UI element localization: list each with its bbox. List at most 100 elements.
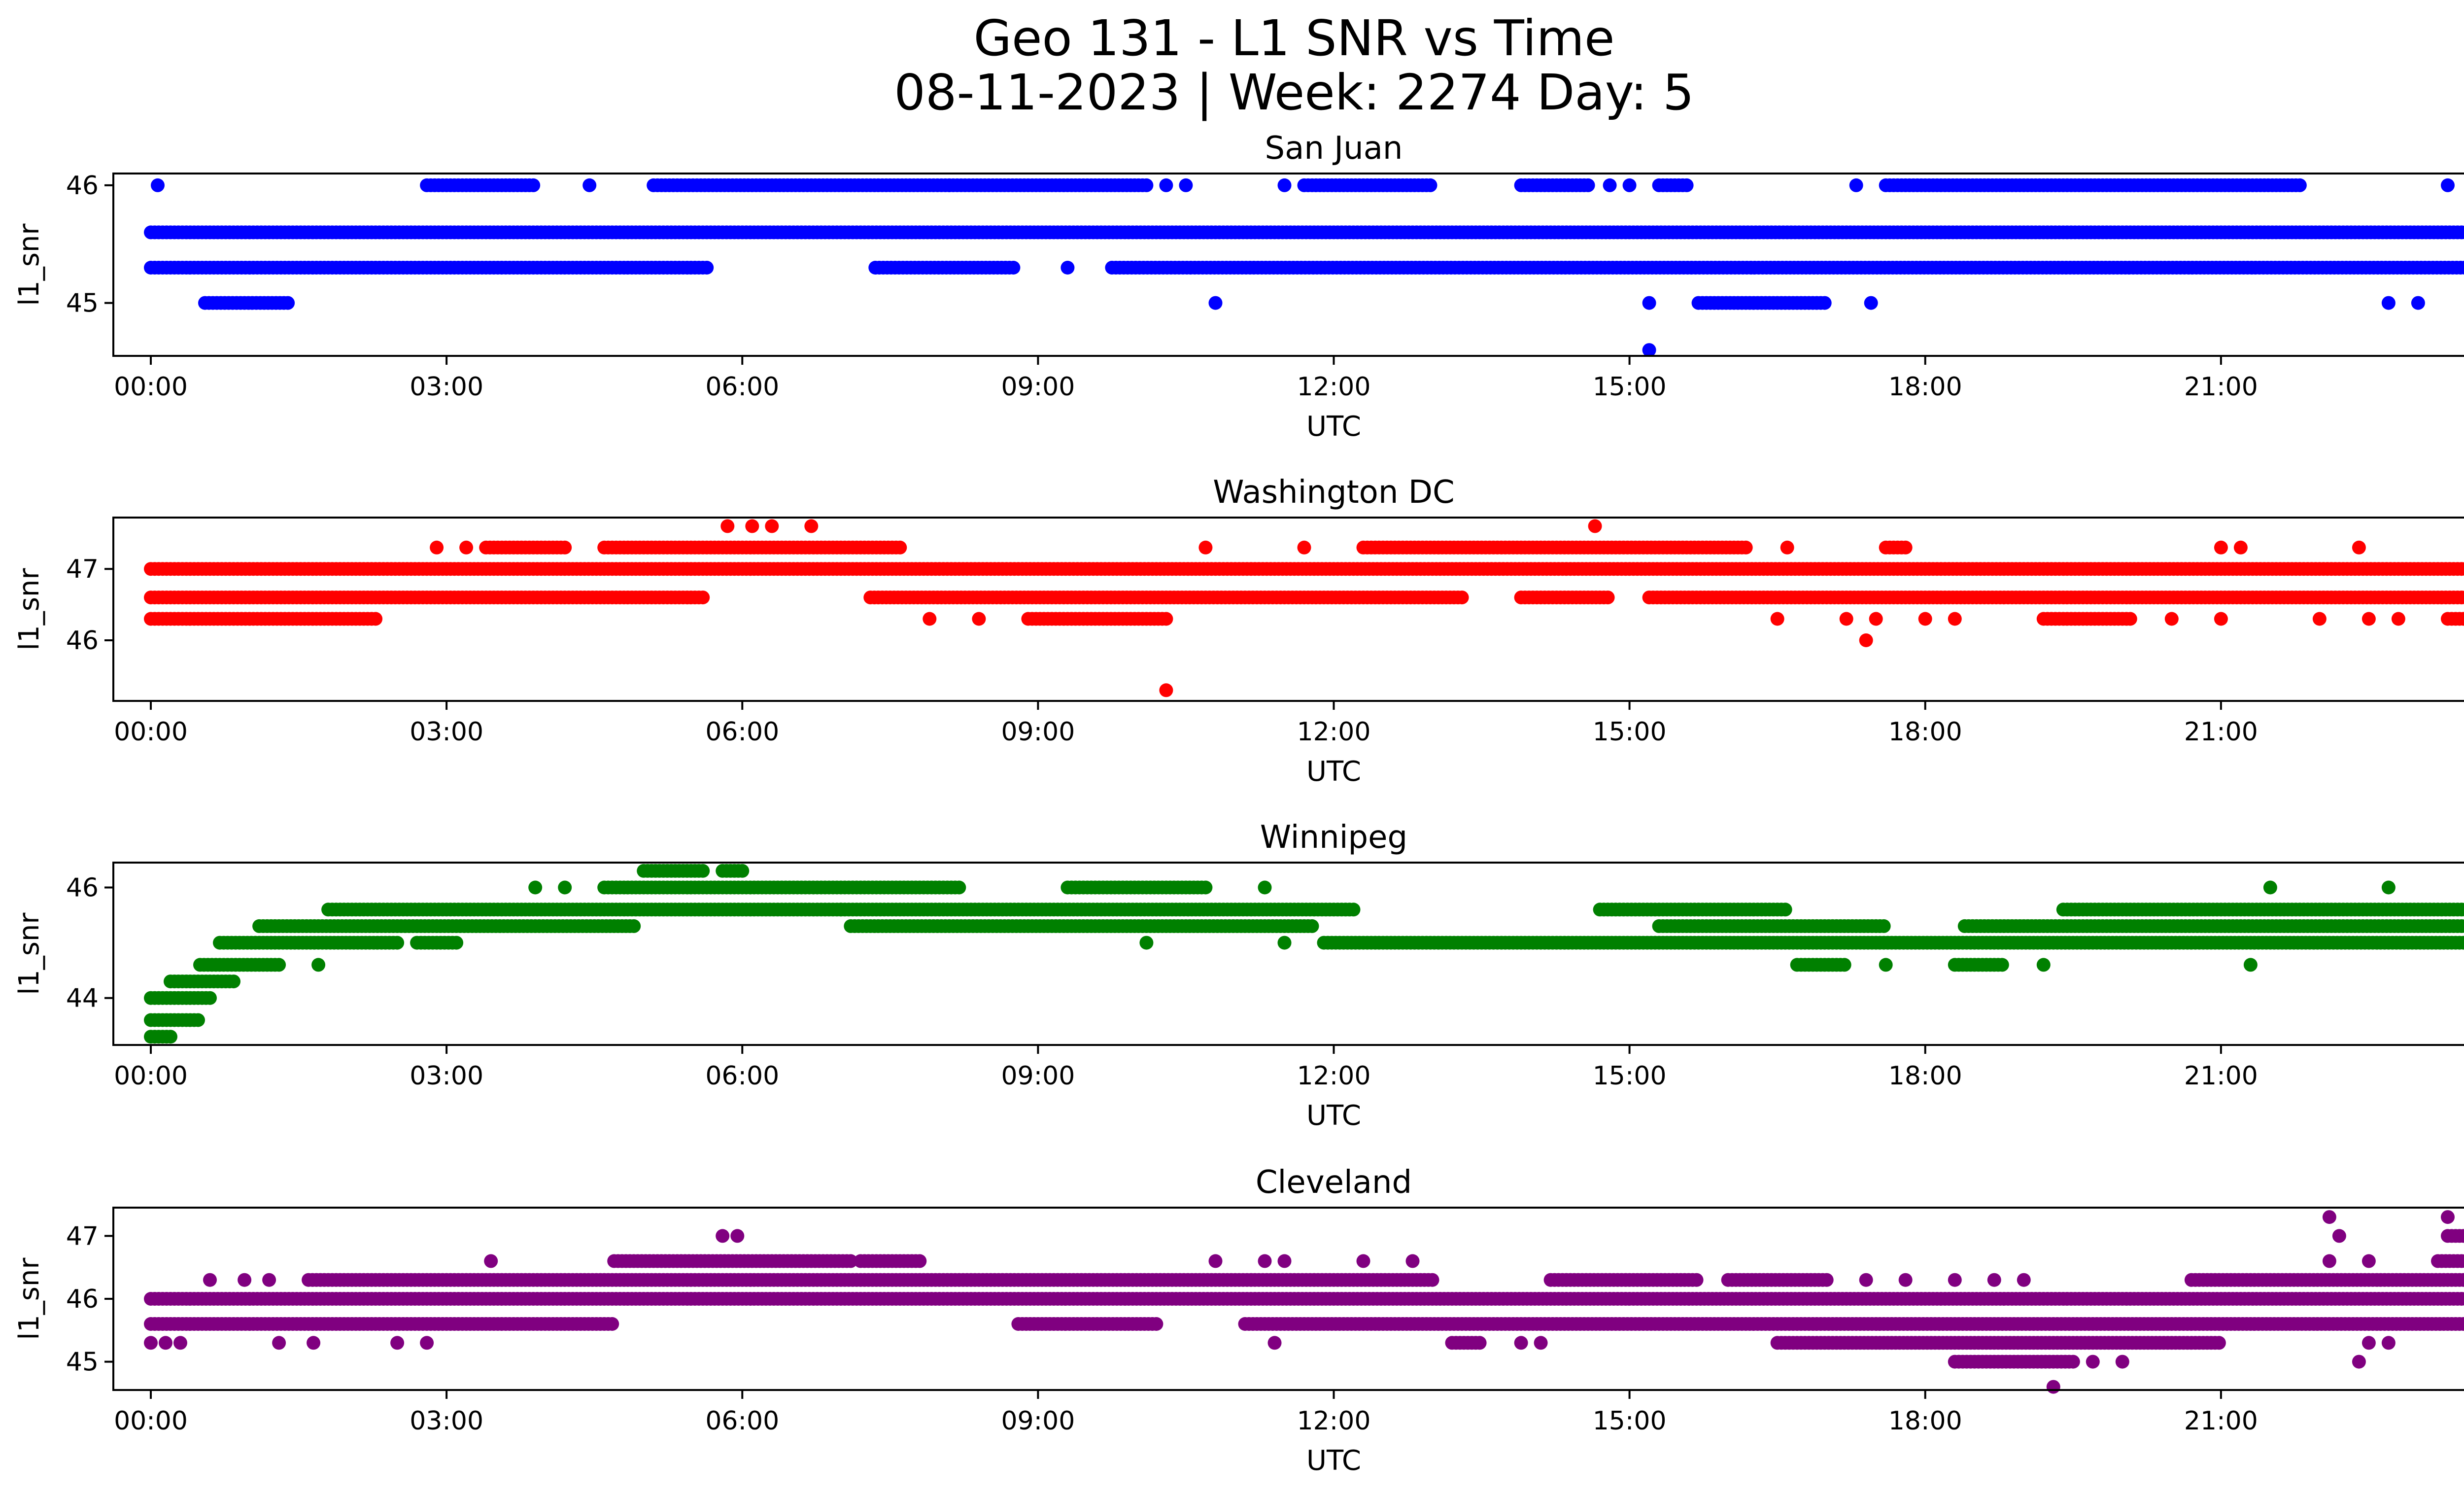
data-point [1864, 296, 1878, 310]
data-point [164, 1030, 177, 1044]
data-point [745, 519, 759, 533]
data-point [1877, 919, 1891, 933]
data-point [1423, 178, 1437, 192]
data-point [1006, 261, 1021, 275]
x-axis-label: UTC [1306, 756, 1361, 788]
data-point [1198, 540, 1213, 555]
y-tick-label: 46 [66, 171, 99, 201]
x-axis-label: UTC [1306, 1100, 1361, 1132]
data-point [1679, 178, 1694, 192]
subplot-title: San Juan [1265, 130, 1403, 167]
y-tick-label: 46 [66, 626, 99, 656]
data-point [1198, 880, 1213, 895]
data-point [2214, 612, 2228, 626]
data-point [1061, 261, 1075, 275]
data-point [1601, 591, 1615, 605]
subplot-title: Cleveland [1256, 1164, 1412, 1201]
data-point [2381, 296, 2396, 310]
x-tick-label: 21:00 [2184, 717, 2258, 747]
data-point [2462, 262, 2464, 273]
data-point [2123, 612, 2137, 626]
data-point [390, 936, 405, 950]
x-tick-label: 18:00 [1888, 372, 1962, 402]
subplot-title: Winnipeg [1260, 819, 1407, 856]
data-point [1305, 919, 1319, 933]
data-point [2233, 540, 2248, 555]
data-point [203, 991, 217, 1005]
data-point [1995, 958, 2009, 972]
data-point [2459, 225, 2464, 240]
data-point [369, 612, 383, 626]
x-tick-label: 12:00 [1297, 372, 1371, 402]
data-point [1277, 178, 1292, 192]
data-point [2458, 261, 2464, 275]
data-point [1581, 178, 1595, 192]
x-tick-label: 03:00 [410, 1061, 483, 1091]
data-point [893, 540, 907, 555]
data-point [2263, 880, 2277, 895]
data-point [558, 540, 572, 555]
x-tick-label: 18:00 [1888, 1061, 1962, 1091]
data-points [144, 864, 2464, 1044]
data-point [2293, 178, 2307, 192]
data-point [1277, 936, 1292, 950]
data-point [2411, 296, 2425, 310]
data-point [1839, 612, 1853, 626]
data-point [627, 919, 641, 933]
data-point [1159, 178, 1173, 192]
x-tick-label: 00:00 [114, 372, 188, 402]
data-point [2243, 958, 2258, 972]
data-point [272, 958, 286, 972]
data-point [1297, 540, 1311, 555]
data-point [2214, 540, 2228, 555]
data-point [1159, 683, 1173, 697]
data-point [1898, 540, 1913, 555]
data-point [952, 880, 966, 895]
data-point [1849, 178, 1863, 192]
data-point [735, 864, 750, 878]
data-point [696, 864, 710, 878]
data-point [804, 519, 819, 533]
x-tick-label: 21:00 [2184, 372, 2258, 402]
x-axis-label: UTC [1306, 411, 1361, 443]
data-point [1346, 903, 1361, 917]
data-point [1918, 612, 1932, 626]
data-point [972, 612, 986, 626]
data-point [2352, 540, 2366, 555]
data-point [1622, 178, 1637, 192]
x-tick-label: 09:00 [1001, 372, 1075, 402]
x-tick-label: 06:00 [705, 372, 779, 402]
x-tick-label: 15:00 [1593, 372, 1667, 402]
data-point [1139, 178, 1154, 192]
data-point [765, 519, 779, 533]
figure-title-line1: Geo 131 - L1 SNR vs Time [974, 9, 1615, 67]
data-point [151, 178, 165, 192]
data-point [526, 178, 541, 192]
data-point [582, 178, 597, 192]
data-point [1159, 612, 1173, 626]
y-tick-label: 44 [66, 984, 99, 1013]
data-point [1258, 880, 1272, 895]
x-tick-label: 00:00 [114, 717, 188, 747]
y-tick-label: 45 [66, 289, 99, 318]
data-point [1588, 519, 1602, 533]
data-point [700, 261, 714, 275]
data-point [528, 880, 543, 895]
data-point [459, 540, 474, 555]
data-point [2361, 612, 2376, 626]
data-point [2391, 612, 2405, 626]
data-point [923, 612, 937, 626]
data-point [2463, 228, 2464, 237]
data-point [1948, 612, 1962, 626]
figure-title-line2: 08-11-2023 | Week: 2274 Day: 5 [894, 64, 1694, 121]
data-point [1179, 178, 1193, 192]
data-point [1837, 958, 1851, 972]
data-point [2381, 880, 2396, 895]
data-point [1642, 296, 1656, 310]
data-point [2036, 958, 2051, 972]
y-axis-label: l1_snr [13, 568, 45, 651]
